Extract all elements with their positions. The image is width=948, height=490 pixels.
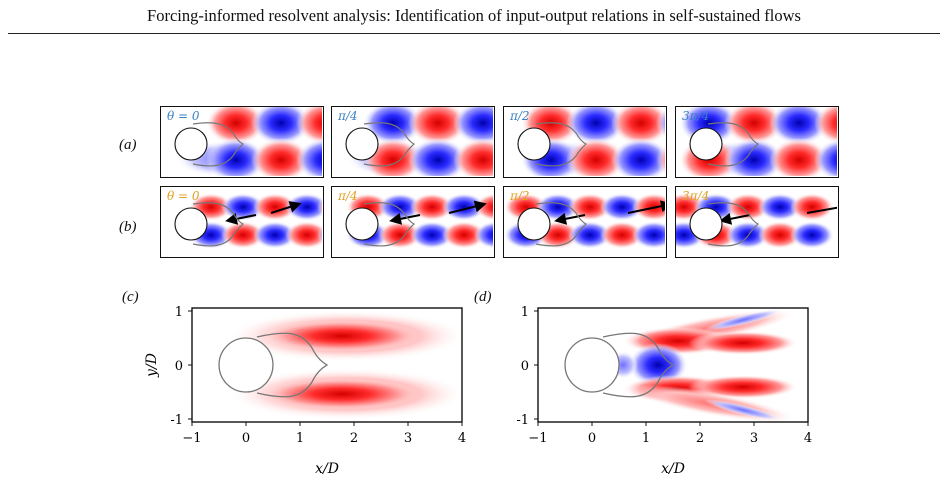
panel-b-1-label: θ = 0: [167, 189, 200, 203]
arrow-left: [719, 212, 751, 225]
d-yticks: 1 0 -1: [516, 305, 538, 428]
c-ytick-m1: -1: [170, 413, 183, 428]
panel-a-3-label: π/2: [510, 109, 530, 123]
c-lower-core: [262, 378, 422, 410]
d-ytick-0: 0: [521, 359, 529, 374]
arrow-right: [806, 206, 837, 214]
c-xlabel: x/D: [315, 461, 339, 477]
d-recirculation-outline: [602, 332, 675, 398]
c-upper-core: [262, 320, 422, 352]
d-ytick-1: 1: [521, 305, 529, 320]
panel-b-4: 3π/4: [675, 186, 839, 258]
panel-a-2: π/4: [331, 106, 495, 178]
d-upper-blue-thin: [704, 309, 782, 331]
arrow-left: [225, 212, 257, 225]
panel-a-2-label: π/4: [338, 109, 358, 123]
panel-d-label: (d): [474, 289, 492, 305]
panel-a-3: π/2: [503, 106, 667, 178]
d-xtick-1: 1: [642, 431, 650, 446]
d-xtick-3: 3: [750, 431, 758, 446]
row-a-label: (a): [119, 137, 137, 153]
d-ytick-m1: -1: [516, 413, 529, 428]
c-recirculation-outline: [256, 332, 329, 398]
c-xtick-3: 3: [404, 431, 412, 446]
panel-c: 1 0 -1 −1 0 1 2 3 4 x/D y/D: [144, 305, 467, 477]
arrow-left: [554, 212, 586, 225]
panel-a-1-label: θ = 0: [167, 109, 200, 123]
d-xtick-2: 2: [696, 431, 704, 446]
panel-a-4: 3π/4: [675, 106, 839, 178]
d-lower-blue-thin: [704, 399, 782, 421]
c-xticks: −1 0 1 2 3 4: [182, 422, 466, 446]
c-cylinder: [218, 337, 274, 393]
panel-c-label: (c): [122, 289, 139, 305]
arrow-right: [627, 200, 665, 214]
d-xtick-0: 0: [588, 431, 596, 446]
c-xtick-1: 1: [296, 431, 304, 446]
row-b-label: (b): [119, 219, 137, 235]
c-xtick-m1: −1: [182, 431, 201, 446]
panel-b-3-label: π/2: [510, 189, 530, 203]
d-upper-red-tail: [688, 331, 798, 355]
page-header: Forcing-informed resolvent analysis: Ide…: [147, 6, 801, 25]
panel-a-1: θ = 0: [160, 106, 324, 178]
d-cylinder: [564, 337, 620, 393]
c-xtick-4: 4: [458, 431, 466, 446]
panel-d: 1 0 -1 −1 0 1 2 3 4 x/D: [516, 305, 812, 477]
panel-a-4-label: 3π/4: [682, 109, 710, 123]
d-xtick-4: 4: [804, 431, 812, 446]
header-rule: [8, 33, 940, 34]
panel-b-3: π/2: [503, 186, 667, 258]
panel-b-2: π/4: [331, 186, 495, 258]
panel-b-4-label: 3π/4: [682, 189, 710, 203]
d-xtick-m1: −1: [528, 431, 547, 446]
panel-b-1: θ = 0: [160, 186, 324, 258]
c-yticks: 1 0 -1: [170, 305, 192, 428]
panel-b-2-label: π/4: [338, 189, 358, 203]
d-xlabel: x/D: [661, 461, 685, 477]
arrow-right: [270, 201, 302, 214]
d-xticks: −1 0 1 2 3 4: [528, 422, 812, 446]
c-xtick-2: 2: [350, 431, 358, 446]
c-ytick-1: 1: [175, 305, 183, 320]
c-xtick-0: 0: [242, 431, 250, 446]
c-ylabel: y/D: [144, 353, 160, 378]
c-ytick-0: 0: [175, 359, 183, 374]
arrow-right: [448, 200, 487, 214]
